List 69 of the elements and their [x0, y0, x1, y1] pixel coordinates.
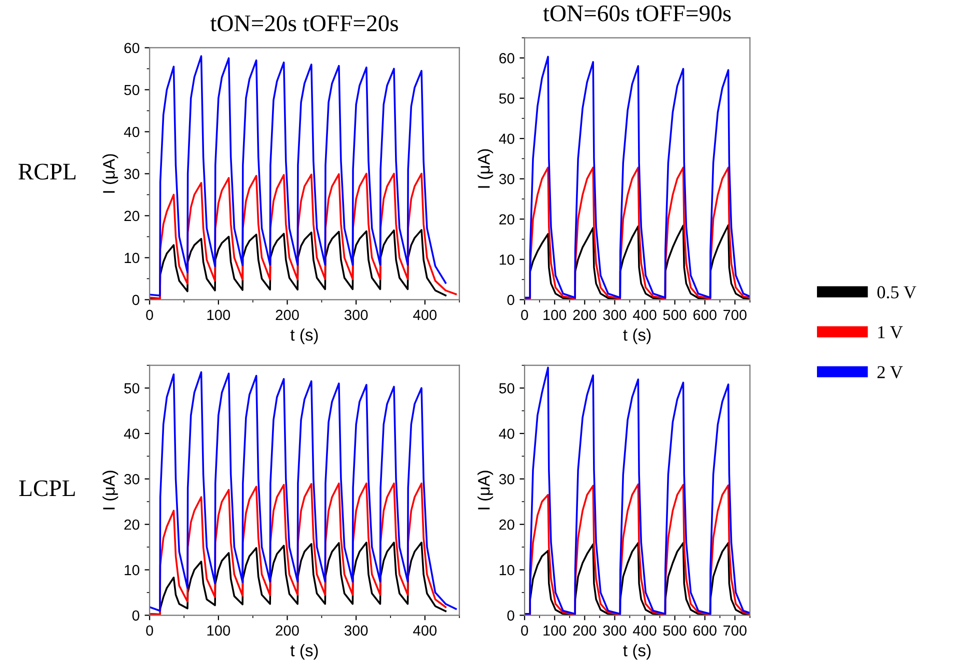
x-tick-label: 600 — [693, 310, 716, 320]
y-tick-label: 20 — [499, 214, 514, 225]
x-tick-label: 200 — [573, 310, 596, 320]
y-tick-label: 10 — [500, 254, 514, 265]
x-tick-label: 0 — [146, 625, 154, 636]
y-tick-label: 30 — [124, 168, 140, 180]
x-tick-label: 200 — [276, 625, 299, 636]
chart-title: tON=60s tOFF=90s — [543, 5, 731, 22]
text: LCPL — [19, 480, 75, 496]
y-tick-label: 50 — [499, 93, 514, 104]
y-tick-label: 20 — [124, 519, 140, 530]
x-tick-label: 500 — [663, 310, 686, 320]
x-tick-label: 100 — [207, 310, 230, 320]
text: RCPL — [18, 164, 76, 180]
y-tick-label: 0 — [507, 610, 514, 621]
y-tick-label: 50 — [499, 383, 514, 394]
y-tick-label: 10 — [124, 252, 140, 264]
x-tick-label: 300 — [603, 310, 626, 320]
y-tick-label: 20 — [124, 210, 140, 222]
legend-label: 0.5 V — [877, 286, 916, 298]
line-series — [150, 371, 457, 612]
y-axis-title: I (μA) — [478, 149, 494, 188]
x-axis-title: t (s) — [623, 328, 651, 344]
y-tick-label: 0 — [132, 610, 140, 621]
y-axis-title: I (μA) — [102, 154, 118, 193]
x-tick-label: 100 — [207, 625, 230, 636]
x-tick-label: 0 — [521, 310, 528, 320]
x-tick-label: 0 — [146, 310, 154, 320]
x-tick-label: 700 — [723, 625, 747, 636]
y-tick-label: 20 — [499, 519, 514, 530]
x-tick-label: 0 — [521, 625, 528, 636]
x-axis-title: t (s) — [290, 328, 318, 344]
x-tick-label: 200 — [276, 310, 299, 320]
x-tick-label: 400 — [413, 310, 437, 320]
y-tick-label: 50 — [124, 383, 140, 394]
y-axis-title: I (μA) — [478, 470, 494, 510]
y-tick-label: 40 — [498, 134, 514, 144]
x-tick-label: 400 — [632, 625, 656, 636]
line-series — [150, 55, 446, 296]
x-tick-label: 600 — [693, 625, 716, 636]
legend-label: 1 V — [878, 326, 903, 338]
y-tick-label: 50 — [124, 84, 140, 96]
x-tick-label: 300 — [603, 625, 626, 636]
y-tick-label: 60 — [499, 53, 514, 64]
x-tick-label: 300 — [344, 625, 368, 636]
legend-label: 2 V — [877, 366, 903, 378]
x-tick-label: 700 — [723, 310, 747, 320]
x-tick-label: 100 — [544, 625, 566, 636]
y-tick-label: 60 — [124, 42, 140, 54]
y-tick-label: 40 — [498, 428, 514, 439]
x-tick-label: 200 — [573, 625, 596, 636]
y-tick-label: 40 — [124, 428, 140, 439]
y-tick-label: 10 — [124, 564, 140, 576]
y-tick-label: 30 — [124, 474, 140, 484]
x-tick-label: 400 — [632, 310, 656, 320]
x-tick-label: 300 — [344, 310, 368, 320]
x-axis-title: t (s) — [290, 644, 318, 660]
y-tick-label: 30 — [499, 174, 514, 184]
x-tick-label: 100 — [544, 310, 566, 320]
y-tick-label: 30 — [499, 474, 514, 484]
y-tick-label: 0 — [132, 294, 140, 306]
chart-title: tON=20s tOFF=20s — [210, 15, 398, 32]
x-tick-label: 500 — [663, 625, 686, 636]
y-axis-title: I (μA) — [102, 470, 118, 510]
x-tick-label: 400 — [413, 625, 437, 636]
x-axis-title: t (s) — [623, 644, 651, 660]
y-tick-label: 40 — [124, 126, 140, 138]
y-tick-label: 0 — [507, 294, 514, 306]
y-tick-label: 10 — [500, 564, 514, 576]
